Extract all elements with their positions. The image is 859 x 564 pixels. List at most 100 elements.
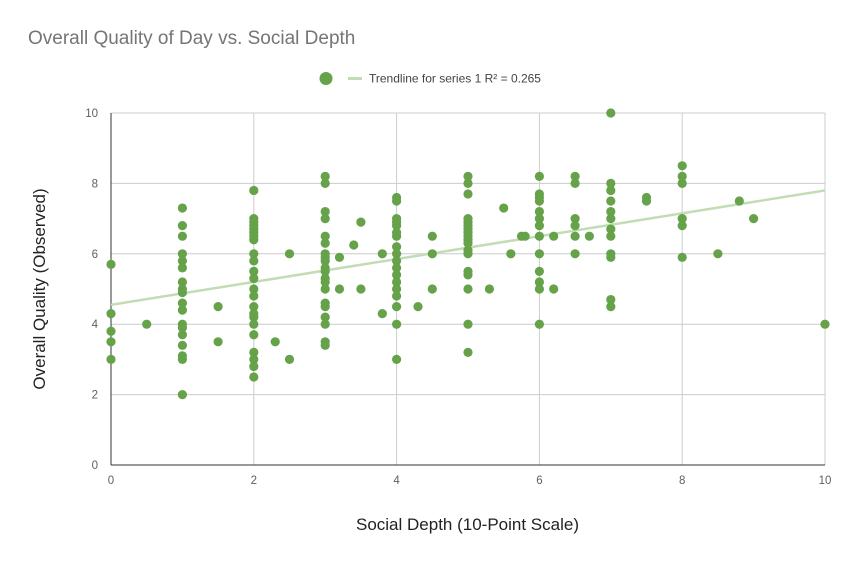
data-point bbox=[249, 256, 259, 266]
data-point bbox=[463, 171, 473, 181]
data-point bbox=[606, 252, 616, 262]
data-point bbox=[677, 214, 687, 224]
data-point bbox=[249, 330, 259, 340]
legend-series-marker bbox=[319, 72, 333, 85]
data-point bbox=[177, 340, 187, 350]
data-point bbox=[534, 231, 545, 241]
data-point bbox=[320, 312, 330, 322]
data-point bbox=[534, 284, 545, 294]
data-point bbox=[320, 277, 330, 287]
data-point bbox=[749, 214, 759, 224]
data-point bbox=[249, 361, 259, 372]
data-point bbox=[284, 354, 295, 364]
data-point bbox=[677, 171, 687, 181]
data-point bbox=[177, 305, 187, 315]
data-point bbox=[177, 354, 187, 364]
data-point bbox=[249, 319, 259, 329]
data-point bbox=[249, 266, 259, 276]
legend-trendline-label: Trendline for series 1 R² = 0.265 bbox=[369, 72, 541, 86]
data-point bbox=[677, 221, 687, 231]
y-tick-label: 6 bbox=[92, 249, 98, 261]
data-point bbox=[392, 249, 402, 259]
data-point bbox=[177, 231, 187, 241]
legend: Trendline for series 1 R² = 0.265 bbox=[319, 72, 541, 86]
data-point bbox=[606, 294, 616, 305]
data-point bbox=[606, 206, 616, 217]
data-point bbox=[320, 231, 330, 241]
data-point bbox=[584, 231, 594, 241]
tick-labels: 0 2 4 6 8 10 0 2 4 6 8 10 bbox=[85, 108, 831, 487]
data-point bbox=[606, 178, 616, 188]
data-point bbox=[334, 252, 345, 262]
data-point bbox=[356, 217, 366, 227]
data-point bbox=[570, 214, 580, 224]
data-point bbox=[249, 291, 259, 301]
data-point bbox=[320, 214, 330, 224]
data-point bbox=[106, 354, 116, 364]
data-point bbox=[177, 277, 187, 287]
data-point bbox=[549, 231, 559, 241]
data-point bbox=[520, 231, 530, 241]
data-point bbox=[463, 189, 473, 199]
data-point bbox=[213, 302, 223, 312]
data-point bbox=[320, 319, 330, 329]
y-axis-title: Overall Quality (Observed) bbox=[30, 188, 49, 389]
data-point bbox=[249, 372, 259, 382]
data-point bbox=[506, 249, 516, 259]
x-tick-label: 10 bbox=[819, 475, 832, 487]
data-point bbox=[356, 284, 366, 294]
data-point bbox=[177, 263, 187, 273]
data-point bbox=[392, 291, 402, 301]
data-point bbox=[534, 277, 545, 287]
data-point bbox=[320, 302, 330, 312]
data-point bbox=[392, 319, 402, 329]
data-point bbox=[463, 249, 473, 259]
data-point bbox=[463, 284, 473, 294]
data-point bbox=[549, 284, 559, 294]
y-tick-label: 0 bbox=[92, 460, 98, 472]
data-point bbox=[177, 330, 187, 340]
data-point bbox=[392, 256, 402, 266]
data-point bbox=[249, 347, 259, 357]
data-point bbox=[377, 249, 387, 259]
y-tick-label: 8 bbox=[92, 178, 98, 190]
data-point bbox=[606, 302, 616, 312]
data-point bbox=[106, 326, 116, 336]
data-point bbox=[570, 221, 580, 231]
data-point bbox=[463, 270, 473, 280]
x-tick-label: 2 bbox=[251, 475, 257, 487]
data-point bbox=[534, 249, 545, 259]
data-point bbox=[320, 206, 330, 217]
data-point bbox=[570, 231, 580, 241]
data-point bbox=[106, 259, 116, 269]
y-tick-label: 4 bbox=[92, 319, 99, 331]
data-point bbox=[320, 284, 330, 294]
data-point bbox=[392, 231, 402, 241]
data-point bbox=[249, 312, 259, 322]
data-point bbox=[534, 214, 545, 224]
data-point bbox=[249, 302, 259, 312]
data-point bbox=[177, 287, 187, 298]
data-point bbox=[177, 298, 187, 308]
data-point bbox=[270, 337, 280, 347]
data-point bbox=[392, 284, 402, 294]
x-tick-label: 6 bbox=[536, 475, 542, 487]
data-point bbox=[534, 221, 545, 231]
data-point bbox=[677, 178, 687, 188]
data-point bbox=[463, 347, 473, 357]
data-point bbox=[249, 249, 259, 259]
data-point bbox=[713, 249, 723, 259]
y-tick-label: 2 bbox=[92, 390, 98, 402]
data-point bbox=[427, 284, 437, 294]
x-tick-label: 4 bbox=[393, 475, 400, 487]
data-point bbox=[177, 256, 187, 266]
x-axis-title: Social Depth (10-Point Scale) bbox=[356, 515, 579, 534]
data-point bbox=[106, 337, 116, 347]
data-point bbox=[249, 235, 259, 245]
data-point bbox=[392, 263, 402, 273]
data-point bbox=[177, 221, 187, 231]
data-point bbox=[570, 249, 580, 259]
data-point bbox=[606, 231, 616, 241]
y-tick-label: 10 bbox=[85, 108, 98, 120]
